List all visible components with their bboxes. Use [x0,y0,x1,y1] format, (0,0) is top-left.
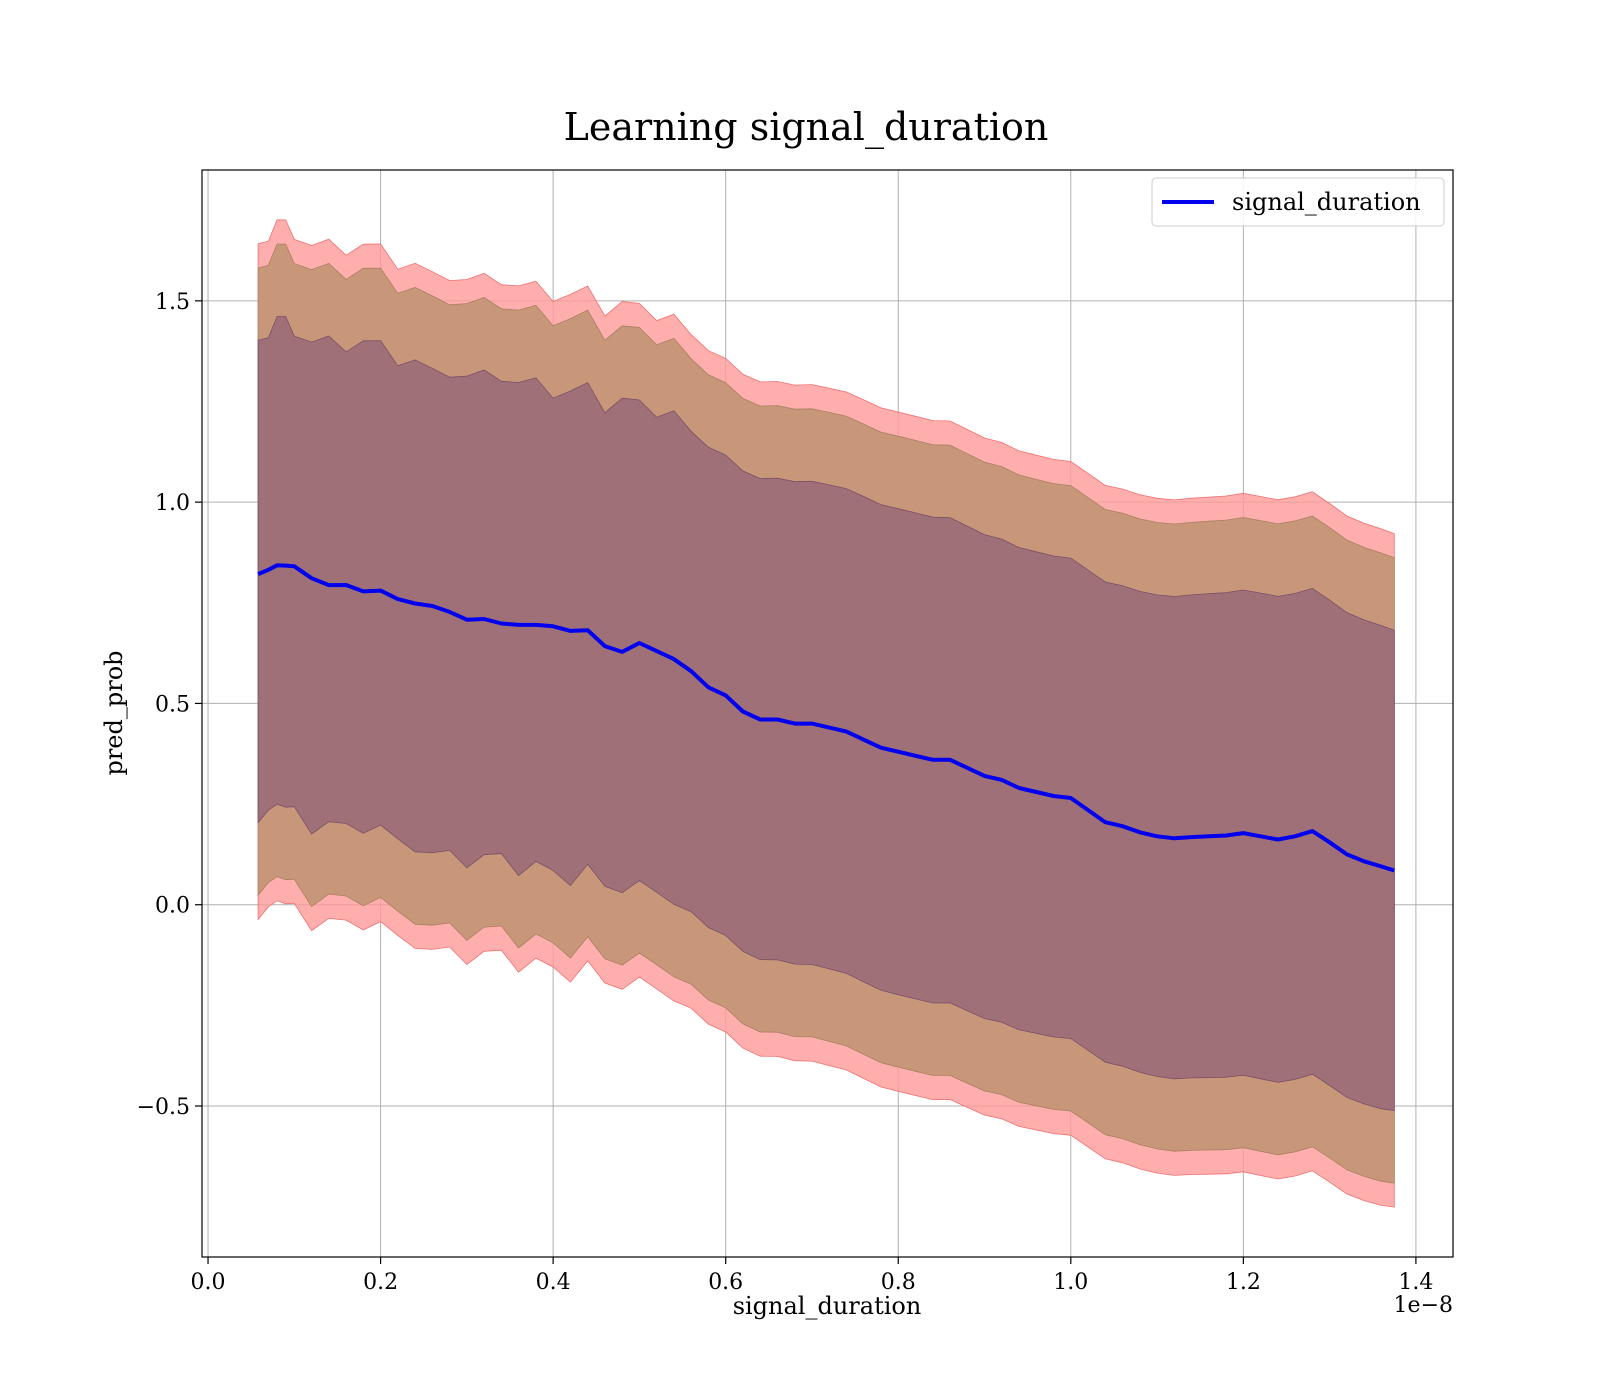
legend: signal_duration [1151,177,1445,227]
legend-label: signal_duration [1232,188,1421,216]
x-tick-label: 0.0 [191,1270,226,1295]
y-axis-label: pred_prob [100,650,128,775]
chart-title: Learning signal_duration [564,105,1049,150]
y-tick-label: 0.5 [155,692,190,717]
y-tick-label: 1.0 [155,491,190,516]
x-tick-label: 0.6 [708,1270,743,1295]
series-line-signal-duration [257,563,1395,873]
x-tick-label: 0.4 [536,1270,571,1295]
inner-band [257,316,1395,1111]
x-tick-label: 1.2 [1226,1270,1261,1295]
x-tick-label: 0.8 [881,1270,916,1295]
x-offset-label: 1e−8 [1394,1293,1453,1318]
plot-frame [201,169,1454,1258]
y-tick-label: −0.5 [137,1095,190,1120]
series-line-layer [257,563,1395,873]
x-tick-label: 0.2 [363,1270,398,1295]
y-tick-label: 1.5 [155,290,190,315]
x-ticks: 0.0 0.2 0.4 0.6 0.8 1.0 1.2 1.4 [191,1257,1433,1295]
uncertainty-bands [257,219,1395,1208]
legend-box [1151,177,1445,227]
x-tick-label: 1.0 [1053,1270,1088,1295]
y-ticks: −0.5 0.0 0.5 1.0 1.5 [137,290,202,1120]
x-tick-label: 1.4 [1398,1270,1433,1295]
x-axis-label: signal_duration [733,1292,922,1320]
y-tick-label: 0.0 [155,894,190,919]
